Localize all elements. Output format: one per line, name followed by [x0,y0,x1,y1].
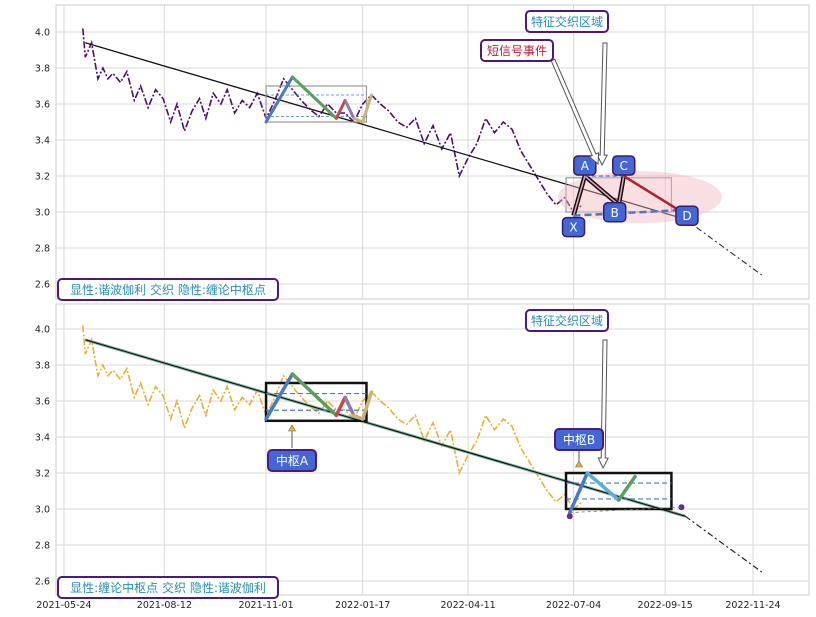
x-tick-label: 2022-04-11 [441,600,496,611]
price-line-bottom [82,325,583,511]
harmonic-xd-dashed [573,208,680,217]
y-tick-label-top: 2.6 [35,280,50,291]
harmonic-leg [572,174,625,216]
trend-line-top [85,42,686,220]
bi-segment-top [352,116,365,124]
legend-top-box [57,278,279,301]
harmonic-point-marker-bottom [678,504,685,511]
bi-segment-a [334,395,347,418]
arrow-short-signal [550,58,600,166]
y-tick-label-top: 3.4 [35,136,50,147]
legend-bottom-box [57,576,279,599]
bi-segment-b [585,471,621,502]
bi-segment-a [360,390,374,421]
annotation-feature-zone-top-box [525,10,609,33]
y-tick-label-bottom: 3.4 [35,433,50,444]
bi-segment-top [334,98,347,120]
trend-line-top-extension [684,218,763,276]
harmonic-badge-c [611,155,636,176]
legend-bottom: 显性:缠论中枢点 交织 隐性:谐波伽利 [70,580,266,595]
bi-segment-a [343,395,356,418]
annotation-short-signal-box [480,39,554,62]
harmonic-label-c: C [620,159,628,173]
y-tick-label-top: 3.8 [35,64,50,75]
harmonic-point-marker-bottom [566,513,573,520]
bi-segment-a [290,372,339,418]
harmonic-leg-cd [623,174,680,212]
harmonic-label-x: X [569,221,577,235]
x-tick-label: 2022-11-24 [725,600,780,611]
bi-segment-top [343,98,356,120]
x-tick-label: 2021-11-01 [238,600,293,611]
hub-box-b [564,471,673,511]
arrow-hub-b-marker [574,460,584,468]
arrow-feature-zone-bottom [597,339,610,470]
y-tick-label-bottom: 3.6 [35,397,50,408]
bi-segment-top [361,93,373,124]
harmonic-xd-hint-bottom [569,506,682,513]
x-tick-label: 2022-01-17 [335,600,390,611]
y-tick-label-top: 3.0 [35,208,50,219]
y-tick-label-top: 3.2 [35,172,50,183]
x-tick-label: 2021-08-12 [137,600,192,611]
harmonic-badge-b [602,202,627,223]
bi-segment-top [264,75,294,124]
arrow-hub-a [287,424,297,432]
harmonic-label-a: A [581,159,590,173]
annotation-feature-zone-bottom-box [525,309,609,332]
panel-frame-bottom [55,303,810,596]
harmonic-badge-a [573,155,597,176]
x-tick-label: 2022-09-15 [638,600,693,611]
y-tick-label-bottom: 3.8 [35,361,50,372]
y-tick-label-bottom: 3.2 [35,469,50,480]
x-tick-label: 2021-05-24 [36,600,91,611]
y-tick-label-top: 4.0 [35,28,50,39]
harmonic-badge-d [675,205,699,226]
y-tick-label-bottom: 2.6 [35,577,50,588]
bi-segment-top [290,75,338,120]
trend-line-bottom-extension [684,515,763,573]
annotation-feature-zone-bottom: 特征交织区域 [531,313,603,328]
trend-line-bottom [85,339,686,517]
hub-box-top-1 [265,85,368,123]
harmonic-label-b: B [611,206,619,220]
annotation-short-signal: 短信号事件 [487,44,547,58]
price-line-top [82,28,583,214]
label-hub-a-box [267,449,317,472]
bi-segment-b [568,471,590,515]
y-tick-label-top: 3.6 [35,100,50,111]
harmonic-label-d: D [682,209,691,223]
arrow-feature-zone-top [596,42,609,167]
label-hub-b: 中枢B [563,432,595,447]
label-hub-a: 中枢A [276,453,309,468]
harmonic-badge-x [561,216,586,238]
panel-frame-top [55,4,810,300]
bi-segment-b [616,474,637,502]
x-tick-label: 2022-07-04 [546,600,601,611]
y-tick-label-bottom: 3.0 [35,505,50,516]
label-hub-b-box [554,428,604,451]
legend-top: 显性:谐波伽利 交织 隐性:缠论中枢点 [70,282,266,297]
y-tick-label-bottom: 2.8 [35,541,50,552]
y-tick-label-top: 2.8 [35,244,50,255]
bi-segment-a [264,372,295,421]
y-tick-label-bottom: 4.0 [35,325,50,336]
annotation-feature-zone-top: 特征交织区域 [531,14,603,29]
